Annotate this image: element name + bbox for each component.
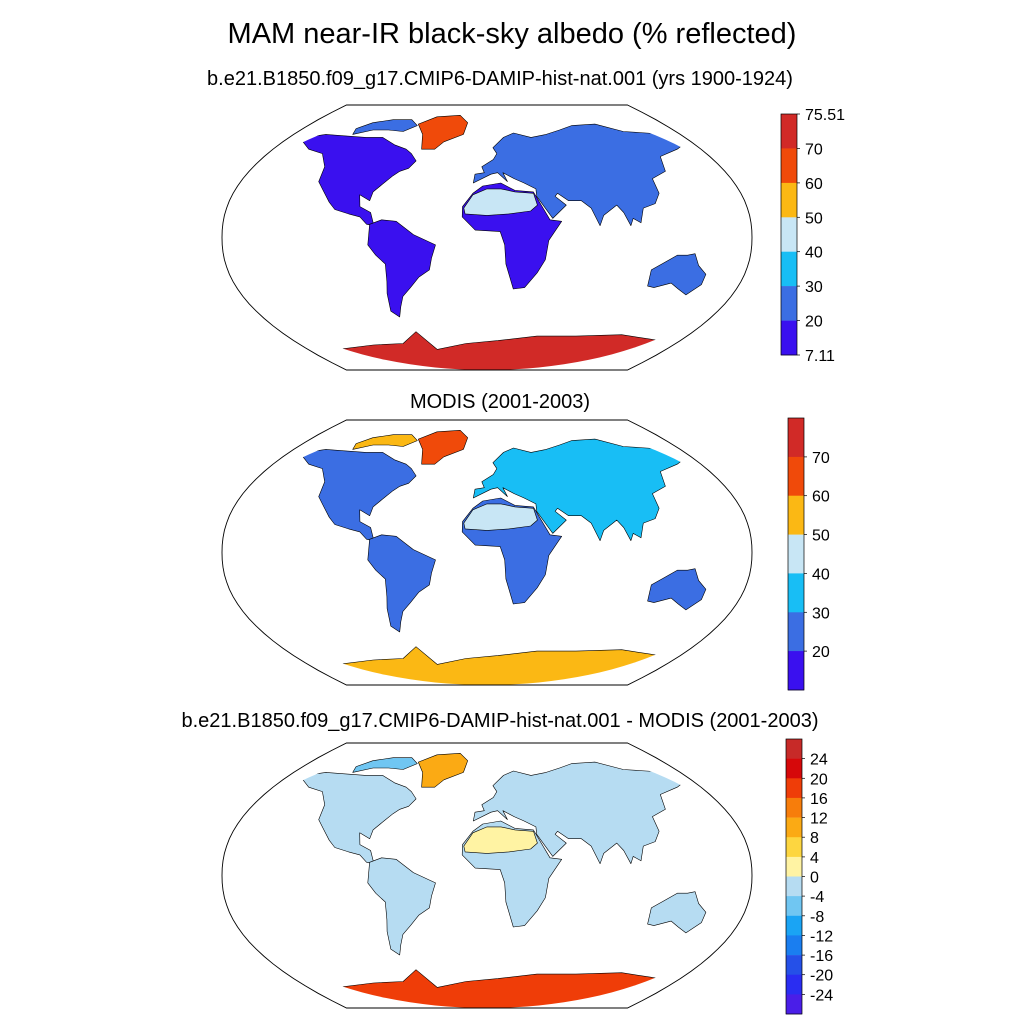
region-greenland — [417, 429, 469, 465]
colorbar-tick-label: -20 — [810, 968, 833, 985]
colorbar-box — [788, 651, 804, 691]
map-panel-2 — [221, 419, 753, 686]
colorbar-box — [786, 758, 802, 779]
colorbar-box — [788, 534, 804, 574]
colorbar-tick-label: 60 — [805, 176, 823, 193]
panel3-title: b.e21.B1850.f09_g17.CMIP6-DAMIP-hist-nat… — [181, 710, 819, 732]
figure-title: MAM near-IR black-sky albedo (% reflecte… — [227, 18, 797, 50]
region-eurasia — [472, 761, 690, 865]
region-australia — [647, 253, 707, 296]
colorbar-tick-label: 20 — [805, 314, 823, 331]
map-panel-1 — [221, 104, 753, 371]
region-australia — [647, 568, 707, 611]
colorbar-tick-label: 24 — [810, 752, 828, 769]
colorbar-box — [786, 739, 802, 759]
map-boundary — [221, 104, 753, 371]
region-eurasia — [472, 438, 690, 542]
colorbar-box — [786, 974, 802, 995]
colorbar-frame — [787, 417, 805, 691]
colorbar-tick-label: 70 — [805, 141, 823, 158]
region-antarctica — [297, 646, 677, 685]
colorbar-box — [786, 915, 802, 936]
region-sahara — [463, 188, 538, 216]
colorbar-box — [781, 182, 797, 218]
colorbar-tick-label: -4 — [810, 889, 824, 906]
colorbar-tick-label: 60 — [812, 489, 830, 506]
colorbar-box — [781, 251, 797, 287]
map-boundary — [221, 742, 753, 1009]
region-north-america — [301, 134, 417, 226]
colorbar-box — [781, 286, 797, 321]
colorbar-box — [781, 148, 797, 184]
colorbar-box — [788, 495, 804, 535]
colorbar-tick-label: 70 — [812, 450, 830, 467]
region-antarctica — [297, 969, 677, 1008]
region-south-america — [367, 857, 436, 956]
region-australia — [647, 891, 707, 934]
region-northern-canada — [352, 119, 418, 135]
colorbar-tick-label: 50 — [812, 528, 830, 545]
colorbar-tick-label: 8 — [810, 830, 819, 847]
colorbar-box — [781, 320, 797, 356]
colorbar-1: 75.51 70 60 50 40 30 20 7.11 — [780, 107, 845, 365]
colorbar-tick-label: -12 — [810, 928, 833, 945]
colorbar-tick-label: 50 — [805, 210, 823, 227]
colorbar-box — [786, 817, 802, 838]
colorbar-box — [781, 114, 797, 149]
region-north-america — [301, 772, 417, 865]
colorbar-tick-label: 20 — [810, 771, 828, 788]
colorbar-box — [786, 778, 802, 799]
colorbar-box — [786, 935, 802, 956]
colorbar-tick-label: 7.11 — [805, 348, 835, 365]
colorbar-frame — [780, 113, 798, 356]
colorbar-tick-label: 20 — [812, 644, 830, 661]
region-antarctica — [297, 331, 677, 370]
colorbar-tick-label: 0 — [810, 870, 819, 887]
colorbar-tick-label: 40 — [812, 566, 830, 583]
region-eurasia — [472, 123, 690, 226]
colorbar-box — [786, 876, 802, 897]
colorbar-box — [786, 896, 802, 916]
region-greenland — [417, 752, 469, 788]
panel2-title: MODIS (2001-2003) — [409, 391, 591, 413]
colorbar-box — [788, 573, 804, 613]
map-panel-3 — [221, 742, 753, 1009]
colorbar-tick-label: 75.51 — [805, 107, 845, 124]
colorbar-tick-label: 30 — [805, 279, 823, 296]
colorbar-tick-label: 30 — [812, 605, 830, 622]
colorbar-tick-label: 16 — [810, 791, 828, 808]
region-north-america — [301, 449, 417, 542]
colorbar-box — [781, 217, 797, 252]
region-sahara — [463, 826, 538, 854]
colorbar-tick-label: -16 — [810, 948, 833, 965]
map-boundary — [221, 419, 753, 686]
region-south-america — [367, 534, 436, 633]
colorbar-box — [786, 797, 802, 818]
region-northern-canada — [352, 757, 418, 773]
region-sahara — [463, 503, 538, 531]
colorbar-box — [788, 612, 804, 652]
colorbar-box — [788, 456, 804, 497]
colorbar-tick-label: 40 — [805, 245, 823, 262]
colorbar-tick-label: 4 — [810, 850, 819, 867]
colorbar-box — [788, 418, 804, 458]
region-greenland — [417, 115, 469, 150]
region-northern-canada — [352, 434, 418, 450]
region-south-america — [367, 219, 436, 318]
colorbar-2: 70 60 50 40 30 20 — [787, 417, 830, 691]
colorbar-box — [786, 955, 802, 975]
colorbar-tick-label: -8 — [810, 909, 824, 926]
colorbar-box — [786, 837, 802, 858]
colorbar-box — [786, 856, 802, 877]
colorbar-3: 24 20 16 12 8 4 0 -4 -8 -12 -16 -20 -24 — [785, 738, 833, 1015]
colorbar-tick-label: -24 — [810, 987, 833, 1004]
colorbar-tick-label: 12 — [810, 811, 828, 828]
colorbar-box — [786, 994, 802, 1015]
panel1-title: b.e21.B1850.f09_g17.CMIP6-DAMIP-hist-nat… — [207, 68, 793, 90]
